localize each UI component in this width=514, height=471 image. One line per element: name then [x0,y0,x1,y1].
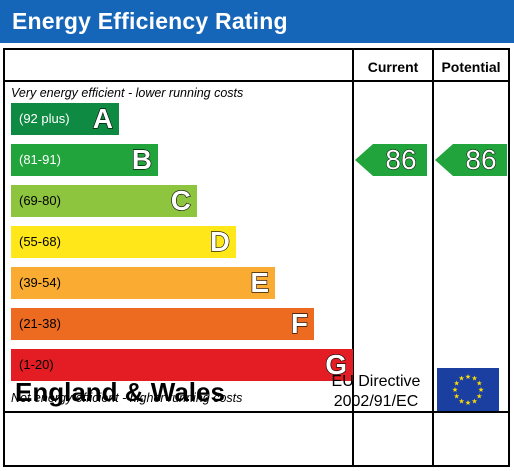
band-letter: C [170,184,191,216]
arrow-shape [355,144,427,176]
band-range: (92 plus) [19,111,70,126]
eu-directive-line1: EU Directive [331,373,421,390]
caption-bottom: Not energy efficient - higher running co… [11,391,243,405]
band-e: (39-54) E [11,266,275,299]
band-letter: D [209,225,230,257]
star-icon: ★ [478,386,484,394]
potential-rating-arrow: 86 [435,144,507,176]
band-letter: A [92,102,113,134]
chart-title: Energy Efficiency Rating [12,8,288,34]
header-divider [5,80,508,82]
star-icon: ★ [454,393,460,401]
star-icon: ★ [452,386,458,394]
band-range: (1-20) [19,357,54,372]
current-rating-value: 86 [385,144,417,176]
star-icon: ★ [476,380,482,388]
band-range: (55-68) [19,234,61,249]
eu-flag-icon: ★ ★ ★ ★ ★ ★ ★ ★ ★ ★ ★ ★ [437,368,499,411]
star-icon: ★ [476,393,482,401]
footer-divider [5,411,508,413]
star-icon: ★ [471,375,477,383]
potential-column-header: Potential [441,59,501,75]
band-letter: F [290,307,308,339]
band-c: (69-80) C [11,184,197,217]
band-b: (81-91) B [11,143,158,176]
band-a: (92 plus) A [11,102,119,135]
star-icon: ★ [465,399,471,407]
column-divider [352,50,354,465]
star-icon: ★ [454,380,460,388]
rating-table: Current Potential Very energy efficient … [3,48,510,467]
current-column-header: Current [367,59,419,75]
band-letter: B [131,143,152,175]
eu-directive-line2: 2002/91/EC [333,393,419,410]
band-letter: G [325,348,348,380]
band-range: (39-54) [19,275,61,290]
title-bar: Energy Efficiency Rating [0,0,514,43]
band-f: (21-38) F [11,307,314,340]
caption-top: Very energy efficient - lower running co… [11,86,244,100]
eu-directive: EU Directive 2002/91/EC [322,372,430,412]
band-letter: E [250,266,270,298]
column-divider [432,50,434,465]
country-label: England & Wales [15,377,225,407]
star-icon: ★ [465,373,471,381]
star-icon: ★ [458,397,464,405]
arrow-shape [435,144,507,176]
band-range: (69-80) [19,193,61,208]
potential-rating-value: 86 [465,144,497,176]
star-icon: ★ [471,397,477,405]
star-icon: ★ [458,375,464,383]
eu-flag-stars: ★★★★★★★★★ ★ ★★ [452,373,484,407]
band-d: (55-68) D [11,225,236,258]
band-range: (21-38) [19,316,61,331]
band-g: (1-20) G [11,348,353,381]
current-rating-arrow: 86 [355,144,427,176]
band-range: (81-91) [19,152,61,167]
